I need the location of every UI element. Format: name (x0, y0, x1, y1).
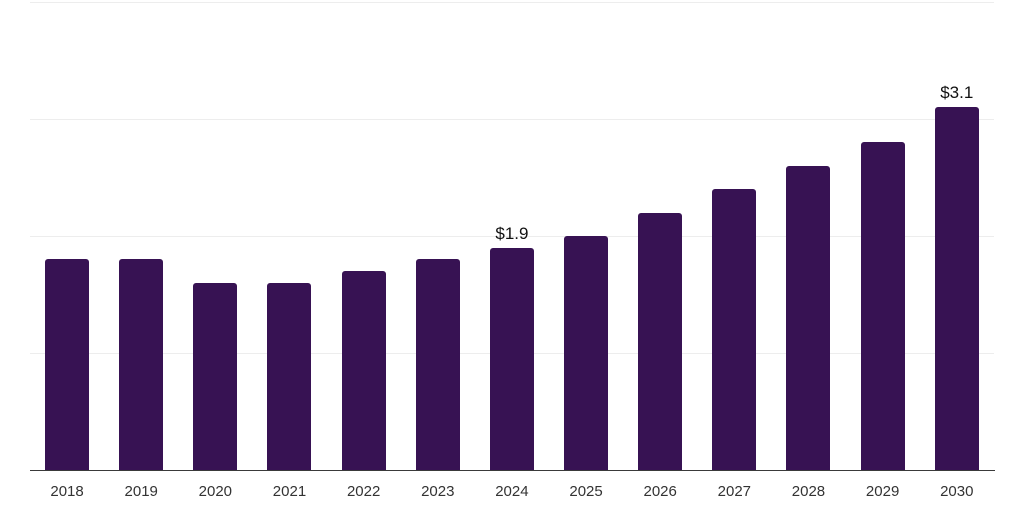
data-label-2024: $1.9 (495, 223, 529, 243)
x-tick-label-2018: 2018 (50, 483, 84, 500)
x-tick-label-2019: 2019 (124, 483, 158, 500)
bar-2029 (860, 142, 905, 470)
bar-2023 (415, 259, 460, 470)
bar-2018 (45, 259, 90, 470)
plot-area: 2018 2019 2020 2021 2022 2023 2024 $1.9 2025 2026… (30, 0, 995, 512)
data-label-2030: $3.1 (940, 83, 974, 103)
x-tick-label-2027: 2027 (717, 483, 752, 500)
x-axis-line (30, 470, 995, 471)
x-tick-label-2030: 2030 (940, 483, 974, 500)
x-tick-label-2028: 2028 (791, 483, 826, 500)
bar-2019 (119, 259, 164, 470)
x-tick-label-2029: 2029 (865, 483, 900, 500)
bar-2028 (786, 165, 831, 470)
x-tick-label-2024: 2024 (495, 483, 529, 500)
bar-2027 (712, 189, 757, 470)
bar-2026 (638, 212, 683, 470)
bar-2020 (193, 282, 238, 470)
gridline-y-3 (30, 119, 994, 120)
bar-2022 (341, 271, 386, 470)
x-tick-label-2026: 2026 (643, 483, 677, 500)
gridline-y-4 (30, 2, 994, 3)
x-tick-label-2020: 2020 (198, 483, 233, 500)
bar-2030 (934, 107, 979, 470)
x-tick-label-2021: 2021 (272, 483, 307, 500)
gridline-y-2 (30, 236, 994, 237)
bar-2021 (267, 282, 312, 470)
x-tick-label-2022: 2022 (346, 483, 381, 500)
bar-2025 (564, 236, 609, 470)
bar-2024 (489, 247, 534, 470)
x-tick-label-2023: 2023 (421, 483, 455, 500)
x-tick-label-2025: 2025 (569, 483, 603, 500)
